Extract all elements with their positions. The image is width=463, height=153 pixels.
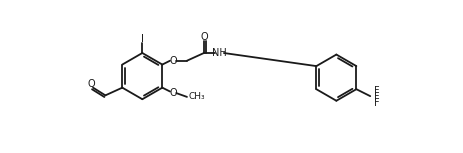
Text: O: O xyxy=(200,32,208,42)
Text: CH₃: CH₃ xyxy=(188,92,205,101)
Text: F: F xyxy=(373,92,379,102)
Text: F: F xyxy=(373,98,379,108)
Text: O: O xyxy=(169,56,176,66)
Text: I: I xyxy=(140,34,144,44)
Text: F: F xyxy=(373,86,379,96)
Text: O: O xyxy=(88,79,95,89)
Text: O: O xyxy=(169,88,176,98)
Text: NH: NH xyxy=(212,48,226,58)
